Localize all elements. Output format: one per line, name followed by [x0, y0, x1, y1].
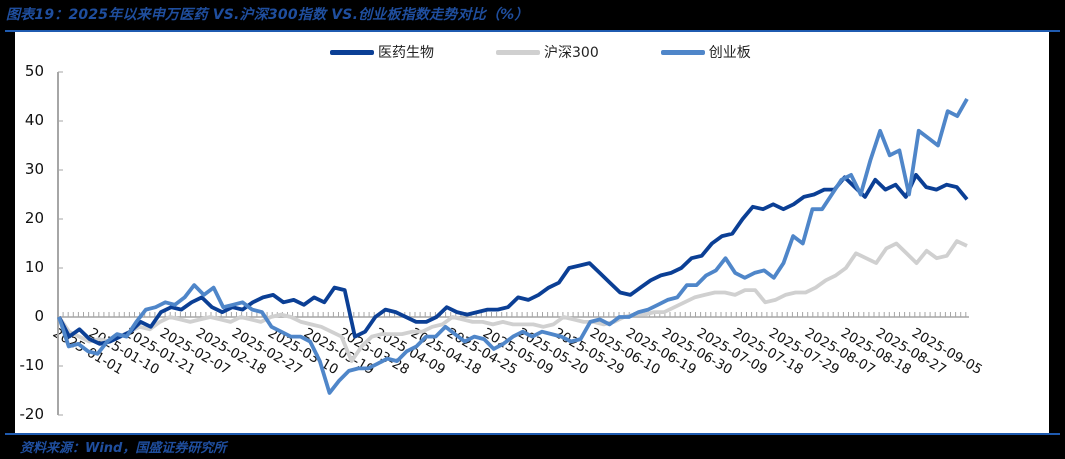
chart-panel: [15, 32, 1049, 433]
legend-swatch-hs300: [496, 49, 540, 55]
chart-title: 图表19：2025年以来申万医药 VS.沪深300指数 VS.创业板指数走势对比…: [6, 7, 529, 23]
legend: 医药生物 沪深300 创业板: [330, 42, 813, 62]
legend-item-hs300: 沪深300: [496, 42, 599, 62]
legend-item-pharma: 医药生物: [330, 42, 434, 62]
legend-label-hs300: 沪深300: [544, 45, 599, 61]
series-line-pharma: [57, 172, 969, 346]
y-tick-label: -20: [19, 405, 45, 423]
series-line-hs300: [57, 239, 968, 364]
y-tick-label: 30: [24, 160, 44, 178]
legend-label-pharma: 医药生物: [378, 45, 434, 61]
y-tick-label: 50: [24, 62, 44, 80]
legend-label-chinext: 创业板: [708, 45, 751, 61]
y-tick-label: -10: [19, 356, 45, 374]
bottom-rule: [5, 433, 1060, 435]
y-tick-label: 40: [24, 111, 44, 129]
legend-swatch-pharma: [330, 49, 374, 55]
source-note: 资料来源：Wind，国盛证券研究所: [20, 441, 227, 456]
y-tick-label: 10: [24, 258, 44, 276]
series-line-chinext: [57, 97, 969, 395]
top-rule: [5, 30, 1060, 32]
y-tick-label: 20: [24, 209, 44, 227]
y-tick-label: 0: [34, 307, 44, 325]
legend-swatch-chinext: [660, 49, 705, 55]
legend-item-chinext: 创业板: [660, 42, 751, 62]
